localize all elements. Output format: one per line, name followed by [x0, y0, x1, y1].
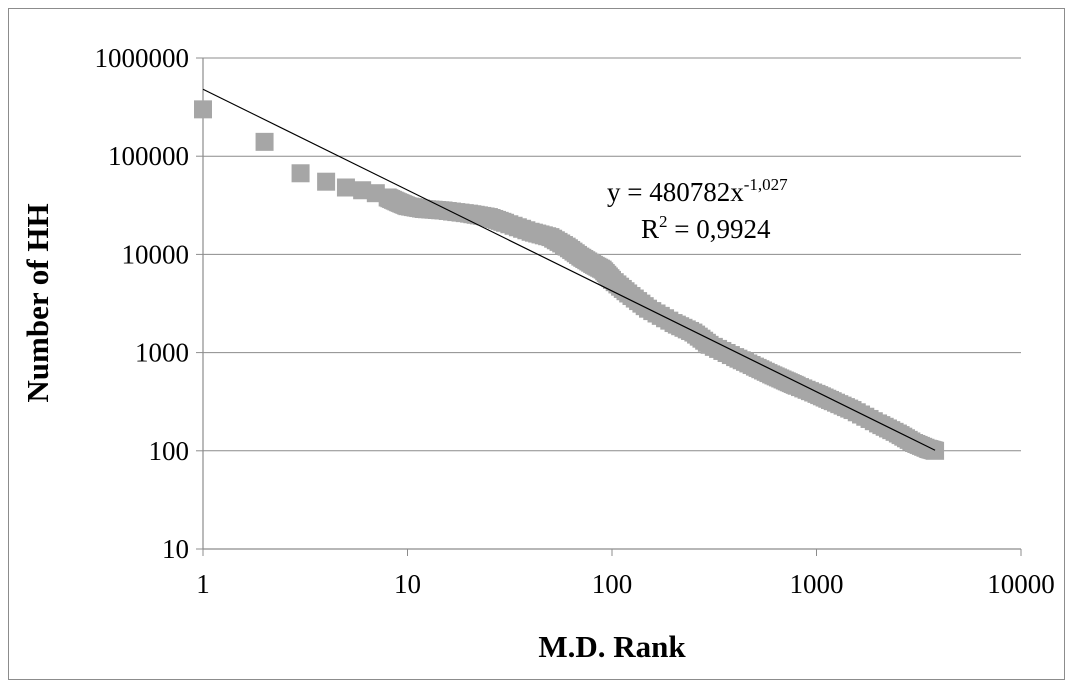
- x-axis-title: M.D. Rank: [538, 629, 686, 664]
- x-tick-label-1000: 1000: [790, 569, 844, 599]
- y-axis-title: Number of HH: [20, 203, 55, 402]
- data-point: [291, 164, 310, 183]
- equation-label: y = 480782x-1,027: [607, 175, 788, 207]
- data-point: [926, 441, 945, 460]
- gridlines: [203, 57, 1021, 452]
- y-tick-label-100: 100: [149, 436, 190, 466]
- x-tick-label-100: 100: [592, 569, 633, 599]
- data-point: [317, 172, 336, 191]
- equation-prefix: y = 480782x: [607, 177, 744, 207]
- y-tick-label-10: 10: [162, 534, 189, 564]
- r2-label: R2 = 0,9924: [641, 212, 771, 244]
- equation-exponent: -1,027: [744, 175, 788, 194]
- trendline-group: [202, 88, 936, 451]
- y-tick-label-1000: 1000: [135, 338, 189, 368]
- r2-value: = 0,9924: [668, 214, 771, 244]
- data-point: [255, 132, 274, 151]
- x-tick-label-10000: 10000: [987, 569, 1055, 599]
- y-tick-label-100000: 100000: [108, 141, 189, 171]
- x-tick-label-1: 1: [196, 569, 210, 599]
- r2-prefix: R: [641, 214, 659, 244]
- chart-frame: [8, 8, 1065, 680]
- r2-exponent: 2: [659, 212, 668, 231]
- trendline: [202, 88, 936, 451]
- y-tick-label-1000000: 1000000: [95, 43, 190, 73]
- axes: [196, 57, 1022, 556]
- y-tick-label-10000: 10000: [122, 239, 190, 269]
- data-point: [336, 178, 355, 197]
- data-markers: [194, 100, 945, 460]
- data-point: [194, 100, 212, 119]
- x-tick-label-10: 10: [394, 569, 421, 599]
- data-point: [353, 181, 372, 200]
